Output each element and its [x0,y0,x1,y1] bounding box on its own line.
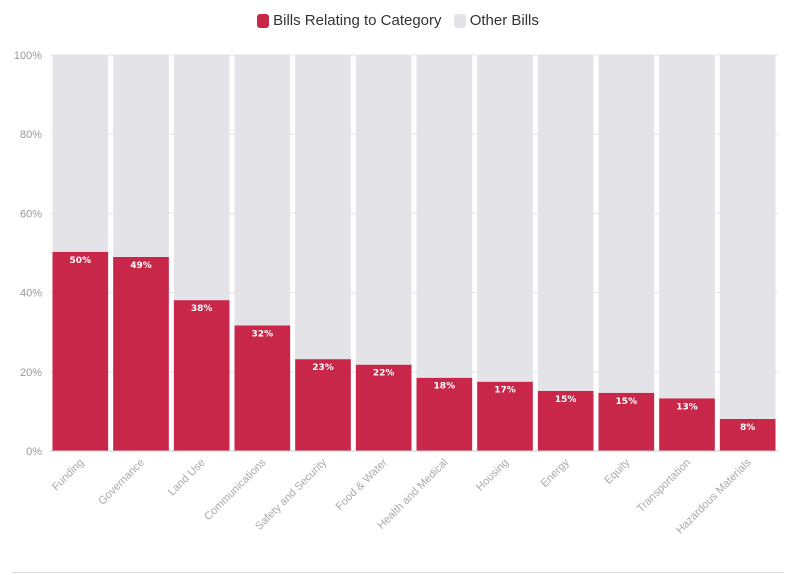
legend-item-bills-relating[interactable]: Bills Relating to Category [257,12,442,29]
data-label-10: 13% [676,402,698,412]
bar-other-bills-1[interactable] [113,55,169,257]
bar-bills-relating-3[interactable] [234,325,291,451]
legend-swatch-bills-relating [257,13,270,28]
bar-other-bills-4[interactable] [295,55,351,360]
data-label-3: 32% [252,329,274,339]
y-tick-label-80: 80% [20,129,42,141]
y-tick-label-0: 0% [26,446,42,458]
y-tick-label-100: 100% [14,50,42,62]
bar-other-bills-0[interactable] [52,55,109,252]
bar-bills-relating-10[interactable] [659,398,715,451]
x-tick-label-10: Transportation [635,457,693,515]
data-label-9: 15% [616,397,638,407]
data-label-5: 22% [373,369,395,379]
x-tick-label-1: Governance [96,457,147,508]
bar-bills-relating-5[interactable] [355,364,412,451]
bar-other-bills-11[interactable] [719,55,776,419]
bar-bills-relating-4[interactable] [295,359,351,451]
x-tick-label-2: Land Use [166,457,208,499]
bar-other-bills-3[interactable] [234,55,291,326]
x-tick-label-9: Equity [602,456,632,486]
bar-bills-relating-11[interactable] [719,418,776,451]
bar-bills-relating-6[interactable] [416,377,473,451]
bar-other-bills-5[interactable] [355,55,412,365]
data-label-6: 18% [434,382,456,392]
data-label-1: 49% [130,261,152,271]
bottom-divider [12,572,784,573]
data-label-11: 8% [740,423,755,433]
bar-other-bills-9[interactable] [598,55,655,393]
legend-item-other-bills[interactable]: Other Bills [453,12,539,29]
bar-other-bills-7[interactable] [477,55,533,382]
bar-bills-relating-7[interactable] [477,381,533,451]
bar-bills-relating-0[interactable] [52,251,109,451]
bar-other-bills-2[interactable] [173,55,230,301]
bar-bills-relating-8[interactable] [537,390,594,451]
bar-other-bills-6[interactable] [416,55,473,378]
x-tick-label-7: Housing [474,457,511,494]
data-label-0: 50% [70,256,92,266]
legend-swatch-other-bills [453,13,466,28]
bar-bills-relating-2[interactable] [173,300,230,451]
bar-bills-relating-9[interactable] [598,392,655,451]
data-label-2: 38% [191,304,213,314]
legend: Bills Relating to Category Other Bills [0,12,796,32]
y-tick-label-60: 60% [20,208,42,220]
x-tick-label-8: Energy [539,456,572,489]
bar-bills-relating-1[interactable] [113,256,169,451]
data-label-4: 23% [312,363,334,373]
legend-label-other-bills: Other Bills [469,12,539,29]
bar-other-bills-10[interactable] [659,55,715,399]
bar-other-bills-8[interactable] [537,55,594,391]
y-tick-label-40: 40% [20,288,42,300]
legend-label-bills-relating: Bills Relating to Category [273,12,442,29]
data-label-8: 15% [555,395,577,405]
y-tick-label-20: 20% [20,367,42,379]
x-tick-label-5: Food & Water [334,456,390,512]
data-label-7: 17% [494,386,516,396]
x-tick-label-0: Funding [50,457,87,494]
x-tick-label-3: Communications [202,456,269,523]
